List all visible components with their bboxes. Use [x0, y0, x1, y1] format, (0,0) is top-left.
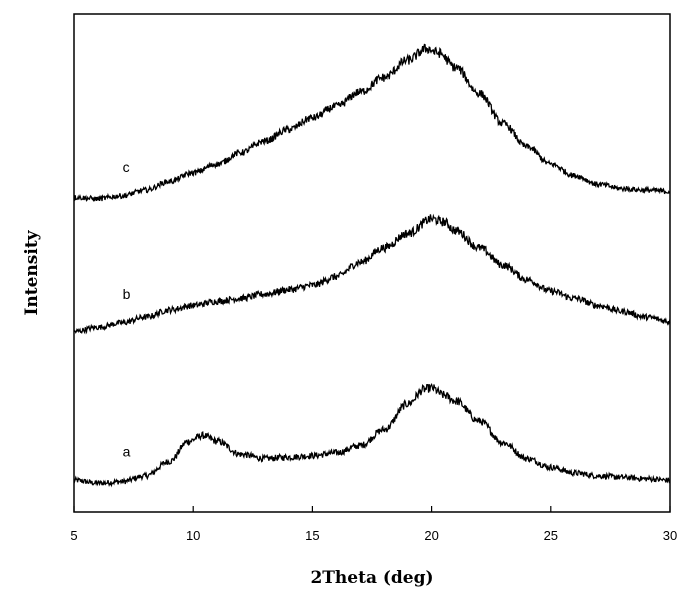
y-axis-title: Intensity — [22, 229, 42, 315]
x-tick-label: 10 — [186, 528, 200, 543]
x-axis-title: 2Theta (deg) — [310, 568, 433, 588]
x-axis-ticks: 5 10 15 20 25 30 — [70, 506, 677, 543]
plot-frame — [73, 13, 671, 513]
x-tick-label: 5 — [70, 528, 77, 543]
x-tick-label: 30 — [663, 528, 677, 543]
series-line-a — [73, 382, 671, 488]
series-label-layer: a b c — [123, 159, 131, 459]
series-label-b: b — [123, 286, 131, 302]
x-tick-label: 25 — [544, 528, 558, 543]
series-layer — [73, 43, 671, 488]
series-label-c: c — [123, 159, 130, 175]
series-line-c — [73, 43, 671, 202]
x-tick-label: 15 — [305, 528, 319, 543]
x-tick-label: 20 — [424, 528, 438, 543]
series-label-a: a — [123, 443, 131, 459]
series-line-b — [73, 213, 671, 335]
